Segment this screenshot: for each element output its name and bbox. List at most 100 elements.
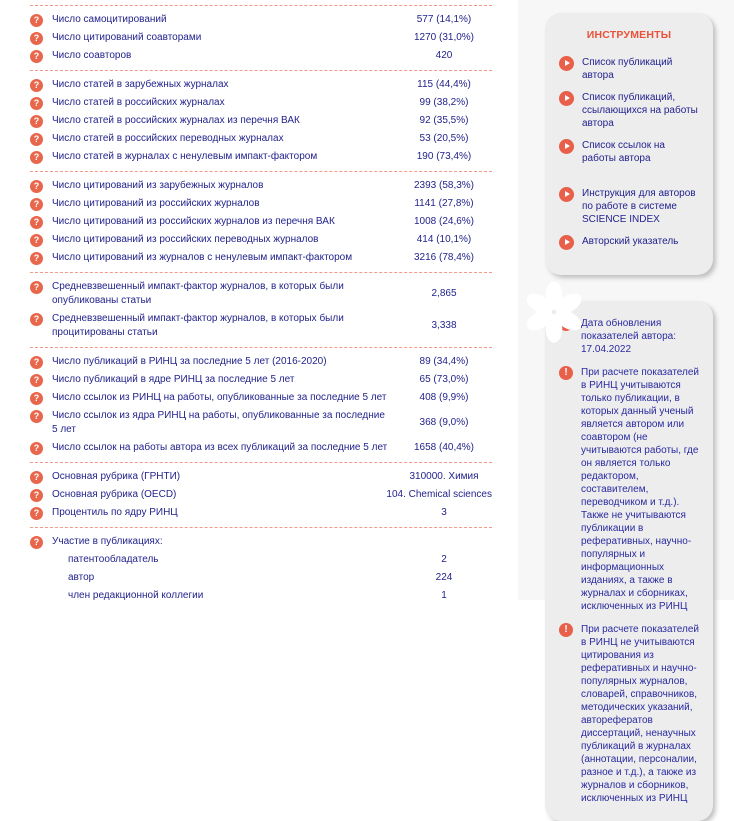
stat-label: Число цитирований из российских журналов…: [52, 216, 335, 227]
tool-link[interactable]: Список публикаций автора: [559, 56, 699, 82]
help-icon[interactable]: ?: [30, 32, 43, 45]
tool-link[interactable]: Инструкция для авторов по работе в систе…: [559, 187, 699, 226]
help-icon[interactable]: ?: [30, 356, 43, 369]
stat-label: Число ссылок из РИНЦ на работы, опублико…: [52, 392, 387, 403]
stat-row: ? Число самоцитирований 577 (14,1%): [30, 11, 492, 29]
help-icon[interactable]: ?: [30, 180, 43, 193]
help-icon[interactable]: ?: [30, 507, 43, 520]
dashed-separator: [30, 347, 492, 348]
warning-icon: !: [559, 317, 573, 331]
stat-row: автор 224: [30, 569, 492, 587]
stat-label: Число публикаций в РИНЦ за последние 5 л…: [52, 356, 327, 367]
help-icon[interactable]: ?: [30, 115, 43, 128]
warning-icon: !: [559, 623, 573, 637]
help-icon[interactable]: ?: [30, 281, 43, 294]
stat-row: ? Основная рубрика (ГРНТИ) 310000. Химия: [30, 468, 492, 486]
note-item: ! При расчете показателей в РИНЦ не учиты…: [559, 623, 699, 805]
tool-link-label: Инструкция для авторов по работе в систе…: [582, 188, 696, 225]
stat-row: ? Число статей в российских переводных жу…: [30, 130, 492, 148]
stat-label: Число статей в российских журналах из пе…: [52, 115, 300, 126]
help-icon[interactable]: ?: [30, 313, 43, 326]
stat-row: патентообладатель 2: [30, 551, 492, 569]
stat-value: 1: [441, 590, 447, 601]
play-icon: [559, 235, 574, 250]
tool-link[interactable]: Список ссылок на работы автора: [559, 139, 699, 165]
tool-link-label: Список публикаций автора: [582, 57, 673, 81]
participation-header-label: Участие в публикациях:: [52, 536, 163, 547]
stat-label: Число ссылок на работы автора из всех пу…: [52, 442, 388, 453]
dashed-separator: [30, 171, 492, 172]
stat-label: Число цитирований из российских журналов: [52, 198, 260, 209]
note-text: Дата обновления показателей автора: 17.0…: [581, 318, 676, 355]
stat-row: ? Число ссылок на работы автора из всех п…: [30, 439, 492, 457]
stat-value: 310000. Химия: [409, 471, 479, 482]
stat-label: патентообладатель: [68, 554, 159, 565]
stat-value: 224: [435, 572, 453, 583]
stat-label: Число статей в журналах с ненулевым импа…: [52, 151, 318, 162]
help-icon[interactable]: ?: [30, 442, 43, 455]
stat-label: Число цитирований соавторами: [52, 32, 202, 43]
tool-link[interactable]: Авторский указатель: [559, 235, 699, 250]
stat-value: 1270 (31,0%): [413, 32, 475, 43]
help-icon[interactable]: ?: [30, 374, 43, 387]
help-icon[interactable]: ?: [30, 50, 43, 63]
stat-label: Средневзвешенный импакт-фактор журналов,…: [52, 313, 344, 338]
tools-gap: [559, 174, 699, 187]
stat-value: 3216 (78,4%): [413, 252, 475, 263]
tool-link-label: Авторский указатель: [582, 236, 679, 247]
warning-icon: !: [559, 366, 573, 380]
participation-header-row: ? Участие в публикациях:: [30, 533, 492, 551]
stat-label: автор: [68, 572, 95, 583]
help-icon[interactable]: ?: [30, 79, 43, 92]
stat-label: Число ссылок из ядра РИНЦ на работы, опу…: [52, 410, 385, 435]
stat-label: Средневзвешенный импакт-фактор журналов,…: [52, 281, 344, 306]
stat-row: ? Число цитирований из российских журнало…: [30, 195, 492, 213]
stat-value: 190 (73,4%): [416, 151, 472, 162]
stat-value: 92 (35,5%): [419, 115, 469, 126]
help-icon[interactable]: ?: [30, 489, 43, 502]
dashed-separator: [30, 527, 492, 528]
stat-value: 104. Chemical sciences: [386, 489, 492, 500]
stat-label: Число соавторов: [52, 50, 132, 61]
dashed-separator: [30, 5, 492, 6]
note-item: ! Дата обновления показателей автора: 17.…: [559, 317, 699, 356]
stat-label: Число цитирований из российских переводн…: [52, 234, 319, 245]
dashed-separator: [30, 272, 492, 273]
stat-value: 3,338: [431, 320, 457, 331]
stat-row: член редакционной коллегии 1: [30, 587, 492, 605]
stat-label: Число публикаций в ядре РИНЦ за последни…: [52, 374, 295, 385]
stat-value: 414 (10,1%): [416, 234, 472, 245]
stat-value: 89 (34,4%): [419, 356, 469, 367]
help-icon[interactable]: ?: [30, 252, 43, 265]
sidebar: ИНСТРУМЕНТЫ Список публикаций автора Спис…: [526, 13, 713, 821]
tools-panel: ИНСТРУМЕНТЫ Список публикаций автора Спис…: [545, 13, 713, 275]
stat-label: Число самоцитирований: [52, 14, 167, 25]
stat-value: 115 (44,4%): [417, 79, 471, 90]
help-icon[interactable]: ?: [30, 14, 43, 27]
help-icon[interactable]: ?: [30, 133, 43, 146]
tool-link[interactable]: Список публикаций, ссылающихся на работы…: [559, 91, 699, 130]
stat-row: ? Число статей в российских журналах из п…: [30, 112, 492, 130]
play-icon: [559, 56, 574, 71]
help-icon[interactable]: ?: [30, 410, 43, 423]
stat-row: ? Число публикаций в РИНЦ за последние 5 …: [30, 353, 492, 371]
tool-link-label: Список ссылок на работы автора: [582, 140, 665, 164]
stat-row: ? Число цитирований из российских журнало…: [30, 213, 492, 231]
stat-label: Число статей в зарубежных журналах: [52, 79, 229, 90]
stat-row: ? Число статей в российских журналах 99 (3…: [30, 94, 492, 112]
stat-value: 99 (38,2%): [419, 97, 469, 108]
play-icon: [559, 139, 574, 154]
stat-row: ? Средневзвешенный импакт-фактор журналов…: [30, 278, 492, 310]
stat-row: ? Основная рубрика (OECD) 104. Chemical sc…: [30, 486, 492, 504]
dashed-separator: [30, 70, 492, 71]
help-icon[interactable]: ?: [30, 97, 43, 110]
help-icon[interactable]: ?: [30, 151, 43, 164]
help-icon[interactable]: ?: [30, 216, 43, 229]
help-icon[interactable]: ?: [30, 536, 43, 549]
help-icon[interactable]: ?: [30, 198, 43, 211]
help-icon[interactable]: ?: [30, 471, 43, 484]
stat-row: ? Число цитирований из российских перевод…: [30, 231, 492, 249]
stat-label: Число цитирований из зарубежных журналов: [52, 180, 264, 191]
help-icon[interactable]: ?: [30, 234, 43, 247]
help-icon[interactable]: ?: [30, 392, 43, 405]
